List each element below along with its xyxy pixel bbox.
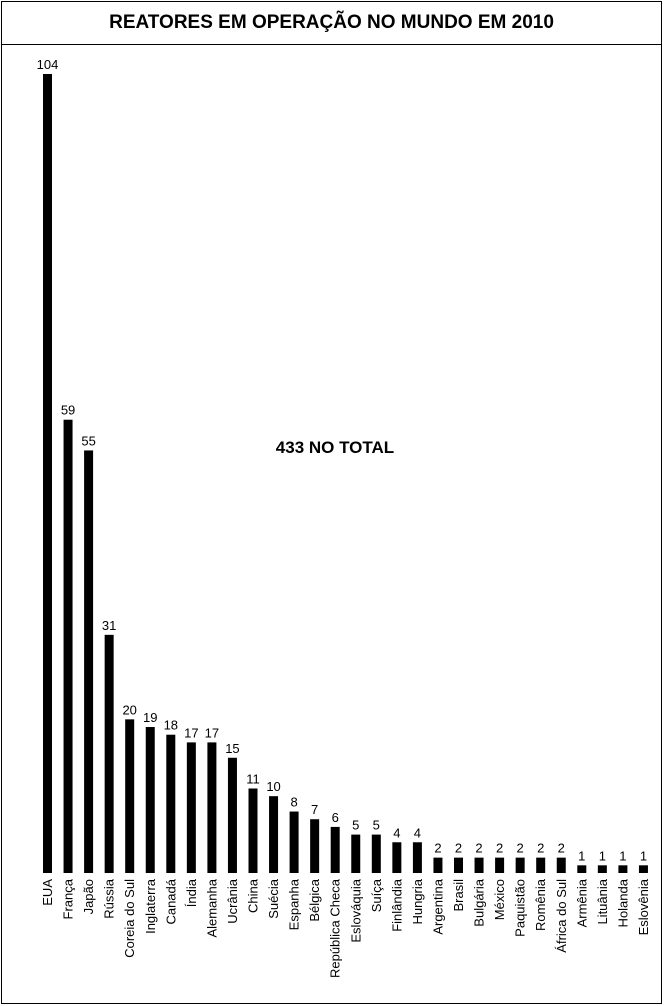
value-label-5: 19 (143, 710, 157, 725)
bar-16 (371, 834, 381, 873)
category-label-15: Eslováquia (348, 878, 363, 942)
value-label-24: 2 (537, 841, 544, 856)
value-label-17: 4 (393, 825, 400, 840)
value-label-19: 2 (434, 841, 441, 856)
category-label-3: Rússia (102, 878, 117, 919)
bar-2 (84, 450, 94, 873)
bar-6 (166, 734, 176, 873)
bar-11 (269, 796, 279, 873)
chart-title: REATORES EM OPERAÇÃO NO MUNDO EM 2010 (1, 1, 662, 45)
bar-1 (63, 419, 73, 873)
category-label-24: Romênia (533, 878, 548, 931)
value-label-13: 7 (311, 802, 318, 817)
bar-15 (351, 834, 361, 873)
category-label-7: Índia (184, 878, 199, 907)
category-label-29: Eslovênia (636, 878, 651, 935)
value-label-23: 2 (517, 841, 524, 856)
value-label-0: 104 (37, 57, 59, 72)
value-label-15: 5 (352, 818, 359, 833)
value-label-14: 6 (332, 810, 339, 825)
category-label-27: Lituânia (595, 878, 610, 924)
bar-25 (556, 857, 566, 873)
bar-0 (43, 74, 52, 873)
bar-20 (454, 857, 463, 873)
category-label-10: China (246, 878, 261, 913)
category-label-14: República Checa (328, 878, 343, 978)
category-label-18: Hungria (410, 878, 425, 924)
bar-3 (104, 634, 114, 873)
value-label-8: 17 (205, 725, 219, 740)
bar-8 (207, 742, 217, 873)
value-label-9: 15 (225, 741, 239, 756)
bar-7 (186, 742, 196, 873)
category-label-17: Finlândia (389, 878, 404, 932)
bar-4 (125, 719, 135, 873)
category-label-22: México (492, 879, 507, 920)
value-label-6: 18 (164, 718, 178, 733)
value-label-21: 2 (475, 841, 482, 856)
value-label-3: 31 (102, 618, 116, 633)
category-label-23: Paquistão (513, 879, 528, 937)
bar-12 (289, 811, 299, 873)
category-label-9: Ucrânia (225, 878, 240, 924)
bar-21 (474, 857, 484, 873)
category-label-21: Bulgária (472, 878, 487, 926)
category-label-6: Canadá (163, 878, 178, 924)
bar-24 (536, 857, 546, 873)
value-label-11: 10 (266, 779, 280, 794)
bar-18 (412, 842, 422, 873)
bar-23 (515, 857, 525, 873)
category-label-26: Armênia (574, 878, 589, 927)
category-label-5: Inglaterra (143, 878, 158, 934)
category-label-13: Bélgica (307, 878, 322, 921)
value-label-4: 20 (122, 702, 136, 717)
value-label-26: 1 (578, 848, 585, 863)
value-label-22: 2 (496, 841, 503, 856)
category-label-2: Japão (81, 879, 96, 914)
bar-28 (618, 865, 628, 873)
value-label-12: 8 (290, 795, 297, 810)
category-label-19: Argentina (430, 878, 445, 934)
bar-13 (310, 819, 320, 873)
value-label-25: 2 (558, 841, 565, 856)
value-label-27: 1 (599, 848, 606, 863)
category-label-4: Coreia do Sul (122, 879, 137, 958)
category-label-28: Holanda (615, 878, 630, 927)
value-label-16: 5 (373, 818, 380, 833)
bar-9 (227, 757, 237, 873)
bar-22 (495, 857, 505, 873)
bar-27 (597, 865, 607, 873)
value-label-18: 4 (414, 825, 421, 840)
bar-5 (145, 727, 155, 873)
category-label-0: EUA (40, 879, 55, 906)
bar-14 (330, 826, 340, 873)
category-label-25: África do Sul (554, 879, 569, 953)
bar-26 (577, 865, 587, 873)
value-label-2: 55 (81, 433, 95, 448)
total-annotation: 433 NO TOTAL (276, 438, 394, 457)
category-label-20: Brasil (451, 879, 466, 912)
value-label-7: 17 (184, 725, 198, 740)
bar-10 (248, 788, 258, 873)
bar-19 (433, 857, 443, 873)
bar-17 (392, 842, 402, 873)
category-label-1: França (61, 878, 76, 919)
category-label-8: Alemanha (204, 878, 219, 937)
value-label-29: 1 (640, 848, 647, 863)
value-label-28: 1 (619, 848, 626, 863)
value-label-10: 11 (246, 771, 260, 786)
value-label-20: 2 (455, 841, 462, 856)
category-label-16: Suíça (369, 878, 384, 912)
value-label-1: 59 (61, 403, 75, 418)
category-label-11: Suécia (266, 878, 281, 919)
bar-29 (638, 865, 648, 873)
category-label-12: Espanha (287, 878, 302, 930)
